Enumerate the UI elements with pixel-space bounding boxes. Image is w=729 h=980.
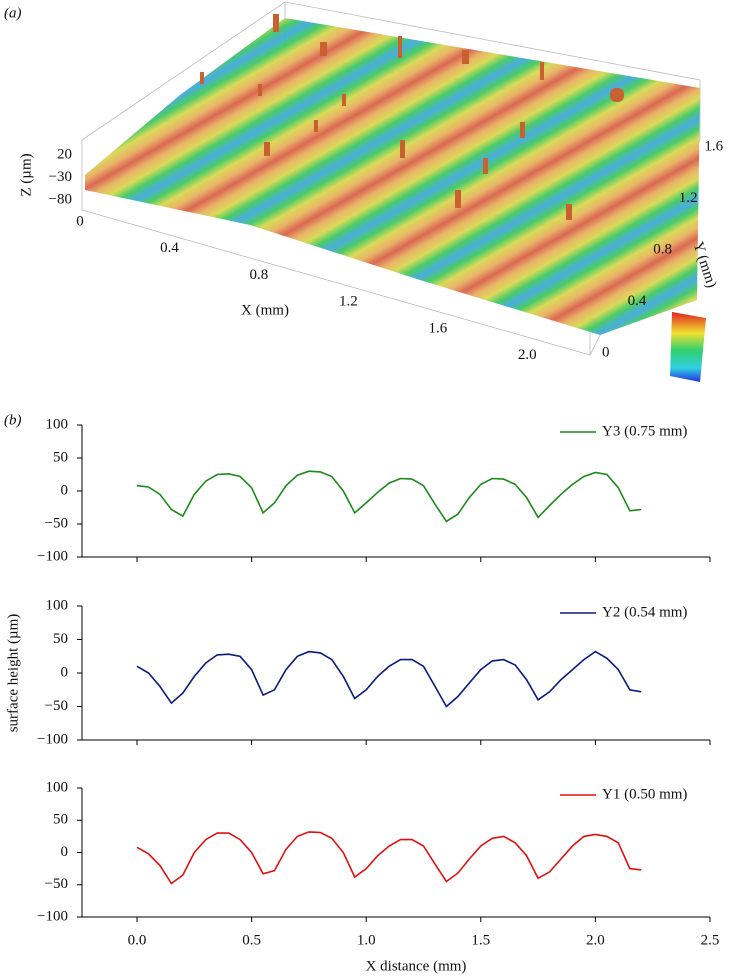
x-tick-label: 0.4 xyxy=(160,240,179,256)
legend-label: Y3 (0.75 mm) xyxy=(602,423,687,439)
x-tick-label: 0 xyxy=(76,213,84,229)
x-tick-label: 1.2 xyxy=(339,294,358,310)
x-tick-label: 0.5 xyxy=(242,932,261,948)
y-tick-label: 0 xyxy=(602,344,610,360)
y-tick-label: 0 xyxy=(61,482,69,498)
y-tick-label: 0 xyxy=(61,844,69,860)
x-tick-label: 1.6 xyxy=(428,320,447,336)
legend-label: Y2 (0.54 mm) xyxy=(602,604,687,620)
y-tick-label: −100 xyxy=(37,908,68,924)
colorbar xyxy=(670,312,706,382)
y-tick-label: 1.6 xyxy=(704,139,723,155)
panel-label: (b) xyxy=(4,412,22,428)
x-tick-label: 2.0 xyxy=(518,347,537,363)
data-line xyxy=(136,831,642,885)
y-tick-label: 50 xyxy=(53,812,68,828)
x-tick-label: 1.0 xyxy=(357,932,376,948)
surface-spikes xyxy=(200,14,624,220)
surface xyxy=(85,18,700,335)
z-tick-label: 20 xyxy=(57,146,72,162)
x-tick-label: 2.5 xyxy=(701,932,720,948)
y-tick-label: −100 xyxy=(37,731,68,747)
x-tick-label: 0.8 xyxy=(250,267,269,283)
y-tick-label: 50 xyxy=(53,449,68,465)
y-tick-label: 50 xyxy=(53,631,68,647)
y-tick-label: 0.8 xyxy=(653,242,672,258)
z-tick-label: −30 xyxy=(49,169,72,185)
y-tick-label: 1.2 xyxy=(679,190,698,206)
x-axis-label: X distance (mm) xyxy=(366,958,467,974)
y-tick-label: −50 xyxy=(45,698,68,714)
y-tick-label: −50 xyxy=(45,515,68,531)
legend-label: Y1 (0.50 mm) xyxy=(602,786,687,802)
z-tick-label: −80 xyxy=(49,191,72,207)
y-tick-label: −100 xyxy=(37,548,68,564)
y-axis-label: surface height (µm) xyxy=(5,614,21,733)
data-line xyxy=(136,470,642,523)
x-tick-label: 0.0 xyxy=(128,932,147,948)
z-axis-label: Z (µm) xyxy=(18,153,34,196)
y-tick-label: 0 xyxy=(61,664,69,680)
y-tick-label: −50 xyxy=(45,876,68,892)
panel-label: (a) xyxy=(4,5,22,21)
x-tick-label: 1.5 xyxy=(471,932,490,948)
y-tick-label: 0.4 xyxy=(628,293,647,309)
y-tick-label: 100 xyxy=(46,779,69,795)
y-tick-label: 100 xyxy=(46,597,69,613)
x-axis-label: X (mm) xyxy=(241,302,289,318)
x-tick-label: 2.0 xyxy=(586,932,605,948)
data-line xyxy=(136,650,642,708)
y-tick-label: 100 xyxy=(46,416,69,432)
